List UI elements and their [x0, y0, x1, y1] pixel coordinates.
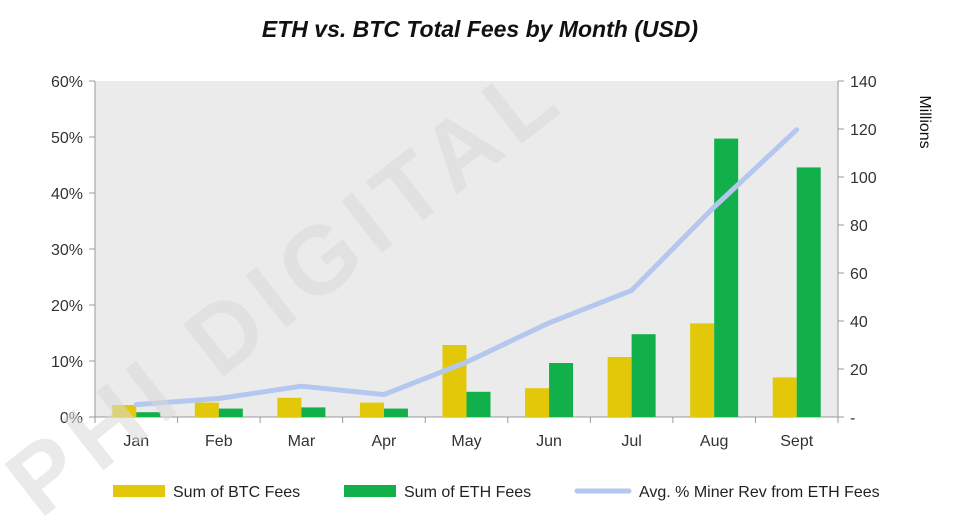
x-tick-label: Aug: [700, 433, 728, 450]
eth-fee-bar: [383, 408, 408, 417]
y-left-tick-label: 0%: [60, 410, 83, 427]
y-right-tick-label: 60: [850, 266, 868, 283]
y-left-tick-label: 20%: [51, 298, 83, 315]
legend-label-line: Avg. % Miner Rev from ETH Fees: [639, 484, 880, 501]
btc-fee-bar: [607, 357, 632, 417]
y-right-tick-label: -: [850, 410, 855, 427]
eth-fee-bar: [631, 334, 656, 417]
y-left-tick-label: 10%: [51, 354, 83, 371]
miner-rev-line: [133, 127, 800, 408]
btc-fee-bar: [525, 388, 550, 417]
eth-fee-bar: [796, 167, 821, 417]
btc-fee-bar: [112, 405, 137, 417]
btc-fee-bar: [442, 345, 467, 417]
legend-swatch-eth: [344, 485, 396, 497]
y-left-tick-label: 60%: [51, 74, 83, 91]
eth-fee-bar: [136, 412, 161, 417]
y-left-tick-label: 30%: [51, 242, 83, 259]
x-tick-label: Jun: [536, 433, 562, 450]
x-tick-label: Sept: [780, 433, 813, 450]
btc-fee-bar: [359, 402, 384, 417]
x-tick-label: May: [451, 433, 481, 450]
btc-fee-bar: [277, 397, 302, 417]
x-tick-label: Jul: [621, 433, 641, 450]
eth-fee-bar: [466, 391, 491, 417]
y-right-tick-label: 140: [850, 74, 877, 91]
legend-swatch-btc: [113, 485, 165, 497]
eth-fee-bar: [714, 138, 739, 417]
y-right-tick-label: 120: [850, 122, 877, 139]
y-right-axis-label: Millions: [916, 95, 933, 148]
y-right-tick-label: 80: [850, 218, 868, 235]
y-left-tick-label: 40%: [51, 186, 83, 203]
eth-fee-bar: [218, 408, 243, 417]
y-right-tick-label: 100: [850, 170, 877, 187]
x-tick-label: Jan: [123, 433, 149, 450]
y-right-tick-label: 40: [850, 314, 868, 331]
legend: Sum of BTC Fees Sum of ETH Fees Avg. % Min…: [113, 484, 880, 501]
bars: [112, 138, 821, 417]
btc-fee-bar: [194, 402, 219, 417]
btc-fee-bar: [772, 377, 797, 417]
y-left-tick-label: 50%: [51, 130, 83, 147]
btc-fee-bar: [690, 323, 715, 417]
legend-label-btc: Sum of BTC Fees: [173, 484, 300, 501]
eth-fee-bar: [549, 363, 574, 417]
y-right-tick-label: 20: [850, 362, 868, 379]
axes: 0% 10% 20% 30% 40% 50% 60% - 20 40 60 80 100 120 140 Mi…: [51, 74, 933, 450]
eth-fee-bar: [301, 407, 326, 417]
chart-title: ETH vs. BTC Total Fees by Month (USD): [261, 16, 699, 42]
line-series: [133, 127, 800, 408]
legend-label-eth: Sum of ETH Fees: [404, 484, 531, 501]
x-tick-label: Feb: [205, 433, 233, 450]
x-tick-label: Apr: [371, 433, 397, 450]
x-tick-label: Mar: [288, 433, 316, 450]
